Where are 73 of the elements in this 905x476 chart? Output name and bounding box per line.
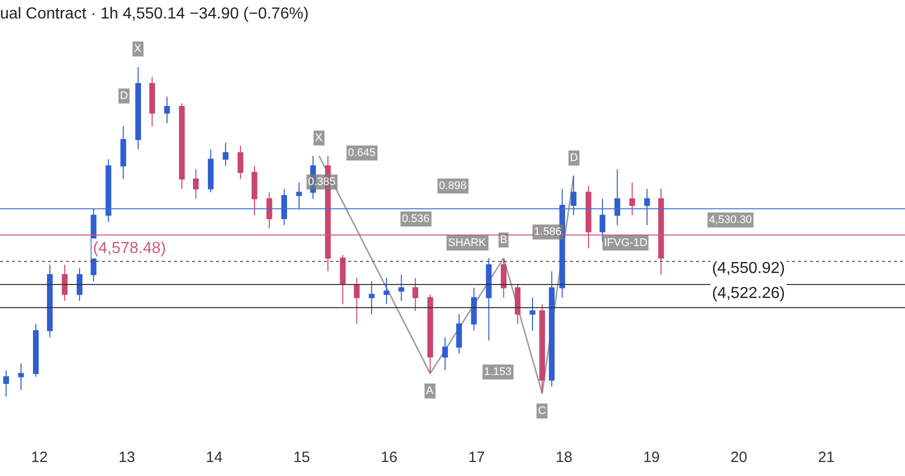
- annotation: X: [315, 132, 323, 144]
- x-tick-label: 21: [818, 449, 835, 466]
- annotation: (4,550.92): [712, 260, 785, 277]
- candlestick: [629, 182, 636, 216]
- candlestick: [658, 188, 664, 276]
- candlestick: [586, 185, 592, 249]
- annotation: (4,522.26): [712, 285, 785, 302]
- annotation: SHARK: [448, 237, 487, 249]
- candlestick: [354, 277, 360, 325]
- candlestick: [530, 297, 536, 332]
- candlestick: [120, 126, 126, 180]
- candlestick: [644, 188, 650, 226]
- x-tick-label: 20: [730, 449, 748, 466]
- annotation: 0.645: [348, 147, 376, 159]
- x-tick-label: 17: [468, 449, 485, 466]
- candlestick: [46, 264, 53, 338]
- candlestick: [486, 258, 492, 342]
- candlestick: [32, 324, 39, 378]
- annotation: D: [120, 90, 128, 102]
- candlestick: [106, 158, 112, 222]
- annotation: D: [570, 152, 578, 164]
- candlestick: [222, 142, 228, 166]
- candlestick: [514, 284, 520, 325]
- candlestick: [442, 336, 448, 371]
- candlestick: [412, 277, 418, 312]
- x-tick-label: 18: [556, 449, 572, 466]
- annotation: C: [538, 405, 546, 417]
- candlestick: [149, 76, 155, 127]
- x-tick-label: 16: [380, 449, 398, 466]
- candlestick: [208, 148, 214, 193]
- candlestick: [500, 258, 507, 298]
- candlestick: [471, 287, 477, 332]
- candlestick: [238, 146, 244, 180]
- candlestick: [296, 182, 302, 210]
- candlestick: [164, 96, 170, 124]
- annotation: A: [426, 385, 434, 397]
- candlestick: [398, 274, 404, 302]
- candlestick: [62, 264, 68, 302]
- candlestick: [340, 254, 346, 305]
- candlestick: [193, 168, 199, 200]
- candlestick: [570, 175, 576, 216]
- candlestick: [368, 280, 374, 315]
- x-tick-label: 12: [31, 449, 48, 466]
- annotation: 1.153: [484, 366, 512, 378]
- x-tick-label: 14: [206, 449, 223, 466]
- x-tick-label: 19: [643, 449, 660, 466]
- candlestick: [384, 277, 390, 305]
- candlestick: [614, 168, 620, 226]
- candlestick: [548, 270, 555, 388]
- candlestick: [281, 188, 288, 226]
- candlestick: [135, 66, 142, 150]
- candlestick: [539, 304, 545, 394]
- annotation: 1.586: [534, 226, 562, 238]
- annotation: 0.385: [308, 176, 336, 188]
- candlestick: [600, 198, 606, 242]
- candlestick: [456, 314, 462, 354]
- annotation: (4,578.48): [93, 240, 166, 257]
- candlestick: [252, 165, 258, 216]
- annotation: 0.898: [439, 180, 467, 192]
- annotation: X: [134, 43, 142, 55]
- candlestick: [179, 102, 185, 190]
- candlestick: [266, 192, 272, 229]
- annotation: B: [500, 234, 508, 246]
- candlestick: [3, 370, 9, 398]
- annotation: IFVG-1D: [604, 237, 648, 249]
- x-tick-label: 13: [118, 449, 136, 466]
- candlestick: [76, 268, 82, 302]
- chart-title: ual Contract · 1h 4,550.14 −34.90 (−0.76%): [0, 5, 309, 22]
- candlestick: [427, 294, 434, 374]
- x-tick-label: 15: [293, 449, 310, 466]
- annotation: 0.536: [402, 213, 430, 225]
- candlestick: [18, 363, 24, 390]
- annotation: 4,530.30: [709, 214, 752, 226]
